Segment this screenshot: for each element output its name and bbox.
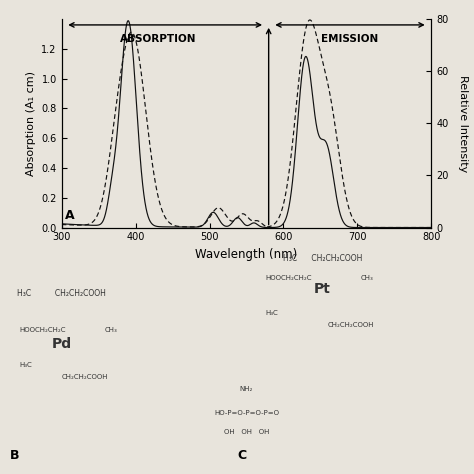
Text: C: C: [237, 449, 246, 462]
Text: H₃C: H₃C: [265, 310, 278, 316]
Text: H₃C: H₃C: [19, 362, 32, 368]
Y-axis label: Absorption (A₁ cm): Absorption (A₁ cm): [26, 71, 36, 176]
X-axis label: Wavelength (nm): Wavelength (nm): [195, 248, 298, 261]
Text: B: B: [9, 449, 19, 462]
Text: CH₂CH₂COOH: CH₂CH₂COOH: [328, 322, 374, 328]
Text: CH₃: CH₃: [104, 327, 117, 333]
Text: A: A: [65, 209, 75, 221]
Text: OH   OH   OH: OH OH OH: [224, 428, 269, 435]
Text: H₃C      CH₂CH₂COOH: H₃C CH₂CH₂COOH: [283, 254, 362, 263]
Text: H₃C          CH₂CH₂COOH: H₃C CH₂CH₂COOH: [17, 289, 106, 298]
Text: Pt: Pt: [314, 282, 331, 296]
Y-axis label: Relative Intensity: Relative Intensity: [458, 74, 468, 172]
Text: NH₂: NH₂: [240, 386, 253, 392]
Text: HOOCH₂CH₂C: HOOCH₂CH₂C: [19, 327, 65, 333]
Text: CH₂CH₂COOH: CH₂CH₂COOH: [62, 374, 109, 380]
Text: EMISSION: EMISSION: [321, 34, 379, 44]
Text: ABSORPTION: ABSORPTION: [119, 34, 196, 44]
Text: Pd: Pd: [52, 337, 72, 351]
Text: HOOCH₂CH₂C: HOOCH₂CH₂C: [265, 274, 312, 281]
Text: CH₃: CH₃: [360, 274, 373, 281]
Text: HO-P=O-P=O-P=O: HO-P=O-P=O-P=O: [214, 410, 279, 416]
